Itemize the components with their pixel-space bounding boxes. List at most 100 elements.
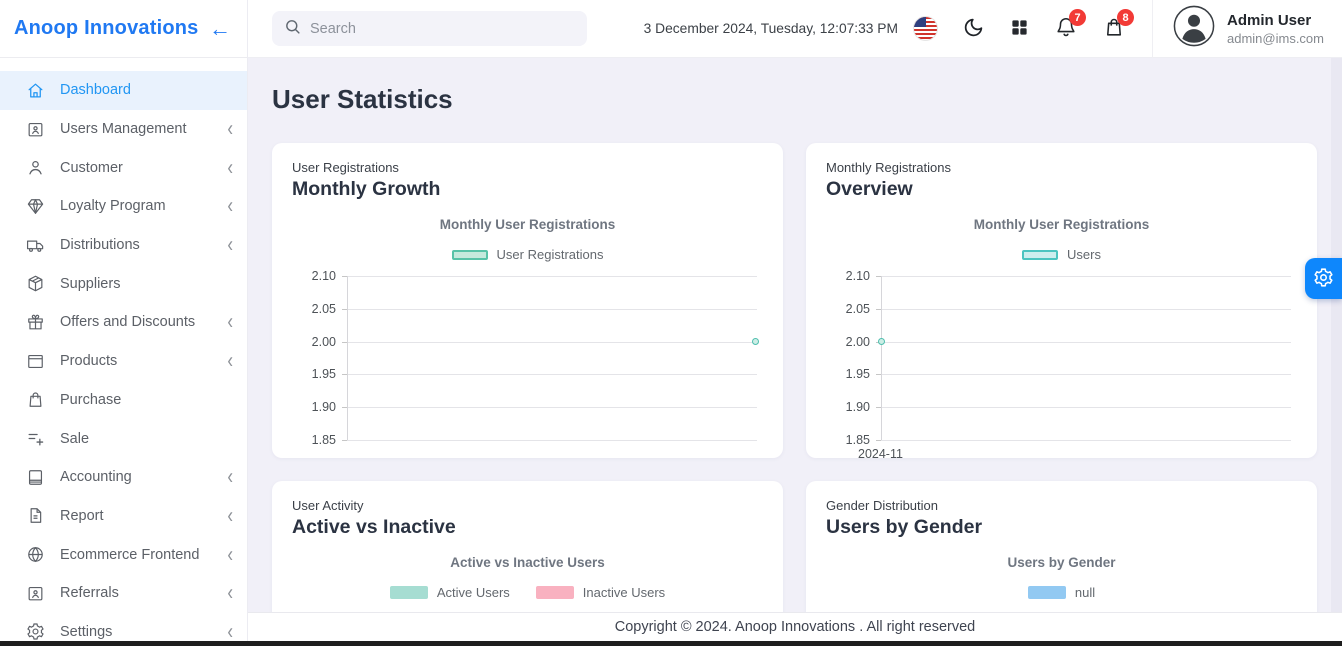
collapse-sidebar-button[interactable]: ←	[209, 15, 231, 41]
chart-legend: User Registrations	[292, 247, 763, 262]
y-tick-label: 2.00	[311, 334, 336, 349]
sidebar-item-loyalty-program[interactable]: Loyalty Program ‹	[0, 187, 247, 226]
bag-icon	[26, 390, 45, 409]
chevron-left-icon: ‹	[227, 348, 233, 373]
sidebar-item-settings[interactable]: Settings ‹	[0, 613, 247, 646]
y-tick-mark	[876, 440, 881, 441]
sidebar-item-customer[interactable]: Customer ‹	[0, 148, 247, 187]
search-icon	[284, 18, 310, 40]
y-tick-mark	[342, 308, 347, 310]
y-tick-label: 2.00	[845, 334, 870, 349]
sidebar-item-offers-and-discounts[interactable]: Offers and Discounts ‹	[0, 303, 247, 342]
grid-line	[347, 440, 757, 441]
y-tick-label: 2.10	[311, 269, 336, 283]
home-icon	[26, 81, 45, 100]
legend-swatch	[535, 586, 574, 599]
legend-item[interactable]: Users	[1022, 247, 1101, 262]
theme-settings-fab[interactable]	[1305, 258, 1342, 299]
card-subtitle: User Activity	[292, 498, 364, 513]
grid-icon	[1010, 18, 1029, 40]
sidebar-item-accounting[interactable]: Accounting ‹	[0, 458, 247, 497]
sidebar-item-distributions[interactable]: Distributions ‹	[0, 226, 247, 265]
sidebar-item-label: Customer	[60, 159, 123, 176]
chart-monthly-growth: Monthly User Registrations User Registrat…	[292, 217, 763, 454]
y-tick-label: 2.10	[845, 269, 870, 283]
copyright-text: Copyright © 2024. Anoop Innovations . Al…	[614, 619, 976, 635]
book-icon	[26, 468, 45, 487]
sidebar-item-label: Purchase	[60, 391, 122, 408]
id-card-icon	[26, 584, 45, 603]
apps-grid-button[interactable]	[1010, 18, 1029, 40]
search-field[interactable]	[310, 20, 575, 37]
page-title: User Statistics	[272, 84, 453, 114]
legend-item[interactable]: Inactive Users	[535, 585, 665, 600]
sidebar: Anoop Innovations ← Dashboard Users Manag…	[0, 0, 248, 646]
file-icon	[26, 506, 45, 525]
language-flag-button[interactable]	[913, 16, 938, 41]
y-tick-mark	[342, 374, 347, 376]
card-title: Overview	[826, 178, 913, 200]
brand-logo: Anoop Innovations	[14, 17, 199, 39]
chevron-left-icon: ‹	[227, 541, 233, 567]
sidebar-item-sale[interactable]: Sale	[0, 419, 247, 458]
chart-title: Monthly User Registrations	[973, 217, 1150, 232]
y-tick-mark	[342, 276, 347, 277]
sidebar-item-ecommerce-frontend[interactable]: Ecommerce Frontend ‹	[0, 535, 247, 574]
chevron-left-icon: ‹	[227, 580, 233, 605]
y-tick-label: 2.05	[845, 301, 870, 316]
sidebar-item-label: Distributions	[60, 237, 140, 254]
legend-item[interactable]: User Registrations	[451, 247, 604, 262]
sidebar-item-label: Settings	[60, 623, 113, 640]
chevron-left-icon: ‹	[227, 618, 233, 644]
page-scrollbar[interactable]	[1331, 58, 1342, 612]
legend-label: User Registrations	[496, 247, 604, 262]
card-monthly-growth: User Registrations Monthly Growth Monthl…	[272, 143, 783, 458]
sidebar-item-suppliers[interactable]: Suppliers	[0, 264, 247, 303]
chart-title: Monthly User Registrations	[439, 217, 616, 232]
grid-line	[881, 276, 1291, 277]
id-card-icon	[26, 120, 45, 139]
user-menu[interactable]: Admin User admin@ims.com	[1153, 0, 1342, 58]
sidebar-item-label: Offers and Discounts	[60, 314, 196, 331]
y-tick-mark	[342, 341, 347, 343]
y-tick-label: 1.95	[311, 367, 336, 382]
avatar	[1173, 5, 1215, 52]
chart-legend: Active Users Inactive Users	[292, 585, 763, 600]
sidebar-item-label: Loyalty Program	[60, 198, 166, 215]
chevron-left-icon: ‹	[227, 464, 233, 489]
chart-legend: null	[826, 585, 1297, 600]
y-tick-mark	[876, 374, 881, 376]
cart-button[interactable]: 8	[1103, 9, 1134, 41]
sidebar-item-users-management[interactable]: Users Management ‹	[0, 110, 247, 149]
sidebar-item-purchase[interactable]: Purchase	[0, 381, 247, 420]
notifications-button[interactable]: 7	[1055, 9, 1086, 41]
data-point	[752, 338, 759, 346]
list-plus-icon	[26, 429, 45, 448]
header: 3 December 2024, Tuesday, 12:07:33 PM 7 …	[248, 0, 1342, 58]
chevron-left-icon: ‹	[227, 193, 233, 219]
search-input[interactable]	[272, 11, 587, 46]
sidebar-item-products[interactable]: Products ‹	[0, 342, 247, 381]
chevron-left-icon: ‹	[227, 154, 233, 180]
y-tick-mark	[876, 276, 881, 277]
shopping-bag-icon	[1103, 16, 1125, 41]
sidebar-item-referrals[interactable]: Referrals ‹	[0, 574, 247, 613]
y-tick-label: 1.85	[311, 433, 336, 447]
chart-legend: Users	[826, 247, 1297, 262]
sidebar-item-report[interactable]: Report ‹	[0, 497, 247, 536]
grid-line	[881, 440, 1291, 441]
main-content: User Statistics User Registrations Month…	[248, 58, 1342, 646]
chevron-left-icon: ‹	[227, 232, 233, 257]
globe-icon	[26, 545, 45, 564]
y-tick-mark	[342, 407, 347, 409]
sidebar-item-dashboard[interactable]: Dashboard	[0, 71, 247, 110]
card-title: Active vs Inactive	[292, 516, 456, 538]
dark-mode-toggle[interactable]	[963, 17, 984, 41]
line-plot: 2.10 2.05 2.00 1.95 1.90 1.85 2024-11	[832, 269, 1293, 458]
card-subtitle: Monthly Registrations	[826, 160, 951, 175]
legend-item[interactable]: Active Users	[389, 585, 510, 600]
legend-item[interactable]: null	[1027, 585, 1095, 600]
y-axis-line	[347, 276, 348, 440]
gear-icon	[1313, 267, 1334, 291]
